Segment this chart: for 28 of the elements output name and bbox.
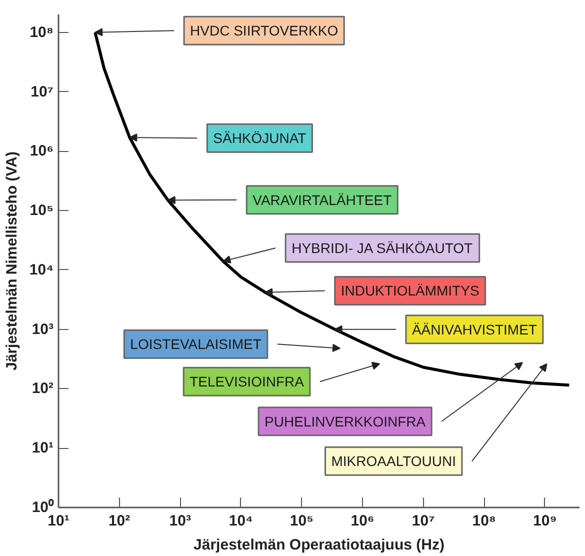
annotation: LOISTEVALAISIMET [130, 336, 262, 352]
y-axis-title: Järjestelmän Nimellisteho (VA) [3, 152, 20, 370]
annotation: TELEVISIOINFRA [190, 374, 305, 390]
annotation: VARAVIRTALÄHTEET [252, 192, 392, 208]
annotation: HVDC SIIRTOVERKKO [190, 22, 338, 39]
annotation: ÄÄNIVAHVISTIMET [412, 321, 538, 338]
y-tick-label: 10⁵ [30, 202, 54, 220]
x-tick-label: 10² [108, 512, 130, 530]
y-tick-label: 10⁸ [30, 24, 54, 41]
y-tick-label: 10¹ [32, 440, 54, 457]
y-tick-label: 10³ [32, 320, 54, 338]
annotation: PUHELINVERKKOINFRA [264, 413, 426, 430]
x-tick-label: 10³ [169, 512, 191, 530]
annotation: INDUKTIOLÄMMITYS [340, 282, 480, 299]
annotation: MIKROAALTOUUNI [331, 453, 456, 470]
y-tick-label: 10⁷ [30, 83, 54, 100]
y-tick-label: 10⁶ [30, 142, 54, 160]
x-tick-label: 10⁶ [350, 512, 374, 530]
x-tick-label: 10⁸ [472, 512, 496, 530]
x-tick-label: 10⁷ [412, 512, 435, 530]
x-axis-title: Järjestelmän Operaatiotaajuus (Hz) [194, 536, 444, 554]
x-tick-label: 10⁴ [228, 512, 253, 530]
y-tick-label: 10⁴ [29, 261, 54, 278]
y-tick-label: 10² [32, 380, 54, 398]
annotation: SÄHKÖJUNAT [213, 130, 307, 146]
x-tick-label: 10⁹ [533, 512, 557, 530]
annotation: HYBRIDI- JA SÄHKÖAUTOT [292, 240, 474, 256]
x-tick-label: 10⁵ [290, 512, 314, 530]
